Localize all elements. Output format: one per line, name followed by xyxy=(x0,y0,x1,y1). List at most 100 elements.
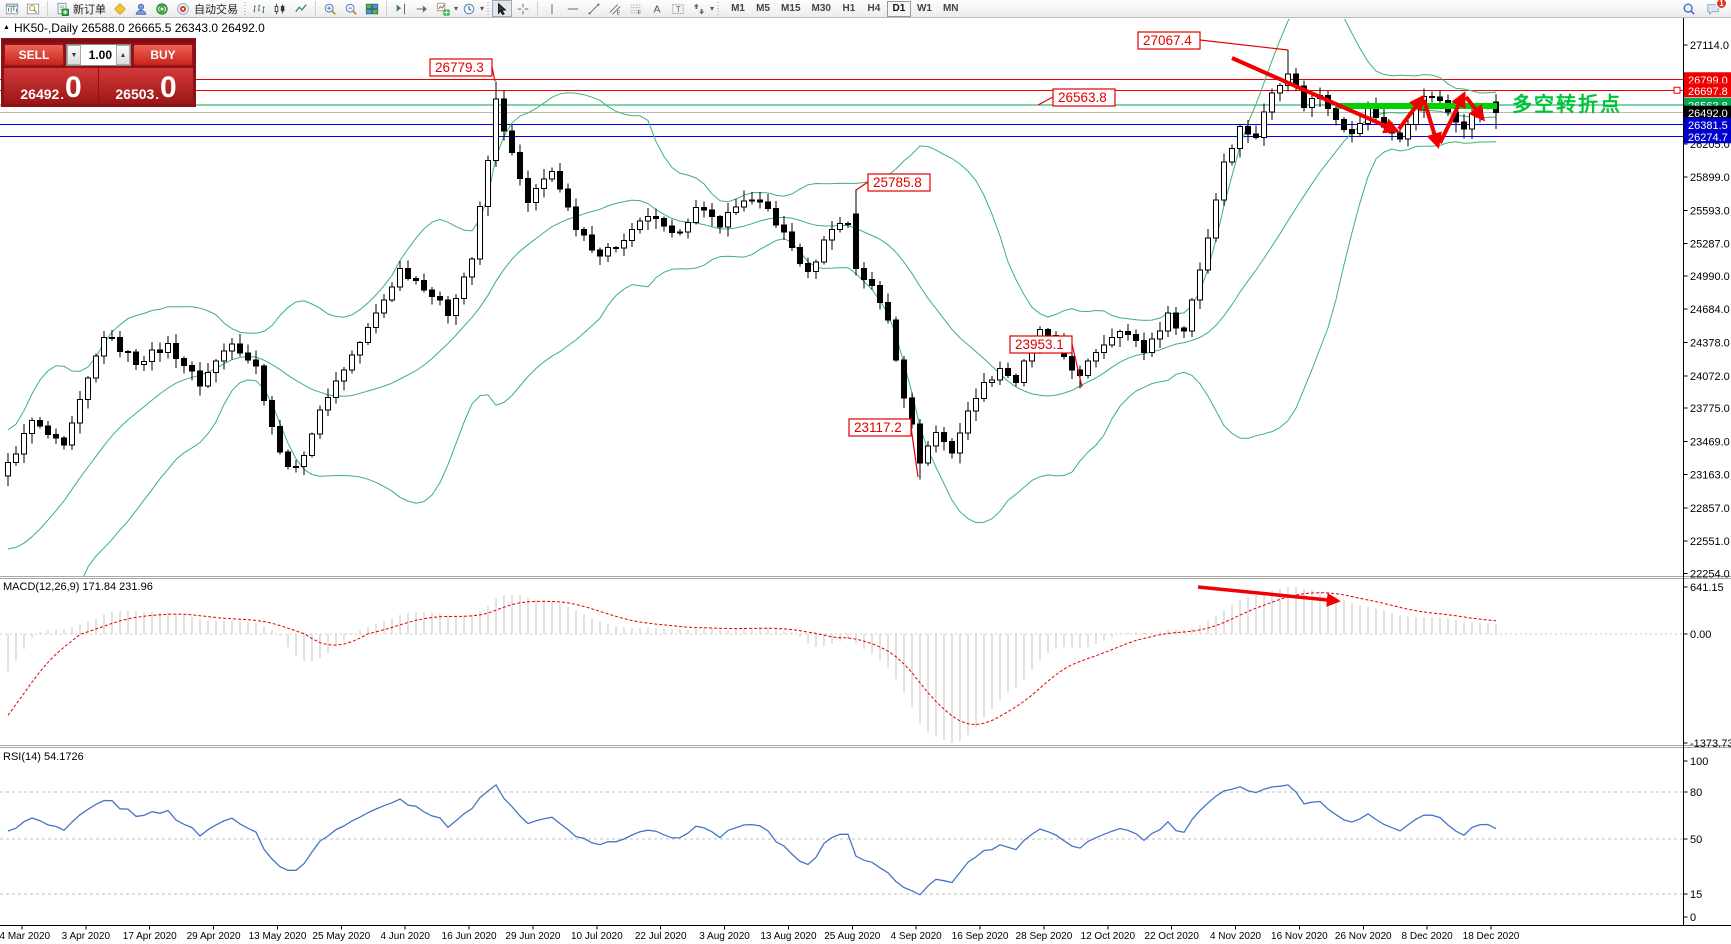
price-tick-label: 24990.0 xyxy=(1690,271,1730,283)
search-icon[interactable] xyxy=(1679,0,1699,17)
trendline-tool-icon[interactable] xyxy=(584,0,604,17)
fibonacci-tool-icon[interactable]: F xyxy=(626,0,646,17)
date-tick-label: 8 Dec 2020 xyxy=(1402,931,1454,942)
price-tick-label: 22551.0 xyxy=(1690,536,1730,548)
sell-button[interactable]: SELL xyxy=(4,44,64,66)
text-tool-icon[interactable]: A xyxy=(647,0,667,17)
callout-connector xyxy=(855,181,869,191)
autotrade-button[interactable]: 自动交易 xyxy=(173,0,241,17)
price-tick-label: 23163.0 xyxy=(1690,470,1730,482)
bar-chart-mode-icon[interactable] xyxy=(249,0,269,17)
ask-main-digits: 26503 xyxy=(115,86,155,102)
dropdown-caret-icon: ▾ xyxy=(480,4,485,13)
callout-text: 26779.3 xyxy=(435,60,484,75)
timeframe-button-m15[interactable]: M15 xyxy=(776,1,805,17)
toolbar: 新订单 自动交易 ▾ ▾ E xyxy=(0,0,1731,18)
profile-window-icon[interactable] xyxy=(23,0,43,17)
bid-price[interactable]: 26492. 0 xyxy=(4,68,98,104)
trade-widget-header[interactable] xyxy=(2,39,195,42)
price-badge-label: 26381.5 xyxy=(1688,120,1728,132)
rsi-tick-label: 80 xyxy=(1690,787,1702,799)
svg-text:E: E xyxy=(617,10,621,16)
timeframe-button-m30[interactable]: M30 xyxy=(807,1,836,17)
chart-window-icon[interactable] xyxy=(2,0,22,17)
date-tick-label: 28 Sep 2020 xyxy=(1016,931,1073,942)
volume-decrease-button[interactable]: ▼ xyxy=(67,45,81,65)
notifications-icon[interactable]: 1 xyxy=(1703,0,1727,17)
volume-value[interactable]: 1.00 xyxy=(88,48,112,62)
period-button[interactable]: ▾ xyxy=(459,0,484,17)
timeframe-button-m1[interactable]: M1 xyxy=(726,1,750,17)
new-order-button[interactable]: 新订单 xyxy=(52,0,109,17)
timeframe-button-w1[interactable]: W1 xyxy=(912,1,937,17)
callout-box xyxy=(867,173,931,192)
bollinger-lower-band xyxy=(83,141,1497,576)
bollinger-upper-band xyxy=(7,19,1497,431)
callout-box xyxy=(848,418,912,437)
candle-chart-mode-icon[interactable] xyxy=(270,0,290,17)
ask-point: . xyxy=(155,87,159,102)
callout-connector xyxy=(1199,39,1289,51)
price-tick-label: 24072.0 xyxy=(1690,371,1730,383)
timeframe-button-h1[interactable]: H1 xyxy=(837,1,861,17)
buy-button[interactable]: BUY xyxy=(133,44,193,66)
price-zigzag-arrow xyxy=(1231,56,1400,134)
tile-windows-icon[interactable] xyxy=(362,0,382,17)
price-zigzag-arrow xyxy=(1397,94,1425,131)
market-depth-icon[interactable] xyxy=(110,0,130,17)
svg-text:T: T xyxy=(676,5,681,14)
price-zigzag-arrow xyxy=(1438,91,1466,144)
auto-scroll-icon[interactable] xyxy=(412,0,432,17)
timeframe-button-h4[interactable]: H4 xyxy=(862,1,886,17)
zoom-in-icon[interactable] xyxy=(320,0,340,17)
crosshair-tool-icon[interactable] xyxy=(513,0,533,17)
date-tick-label: 4 Sep 2020 xyxy=(891,931,943,942)
horizontal-line-tool-icon[interactable] xyxy=(563,0,583,17)
signals-icon[interactable] xyxy=(152,0,172,17)
rsi-line xyxy=(7,783,1497,896)
vertical-line-tool-icon[interactable] xyxy=(542,0,562,17)
ask-price[interactable]: 26503. 0 xyxy=(99,68,193,104)
indicators-button[interactable]: ▾ xyxy=(433,0,458,17)
timeframe-button-mn[interactable]: MN xyxy=(938,1,964,17)
date-tick-label: 24 Mar 2020 xyxy=(0,931,51,942)
arrows-tool-button[interactable]: ▾ xyxy=(689,0,714,17)
chart-shift-icon[interactable] xyxy=(391,0,411,17)
date-tick-label: 4 Jun 2020 xyxy=(380,931,430,942)
toolbar-separator xyxy=(315,1,316,16)
date-tick-label: 13 May 2020 xyxy=(249,931,307,942)
macd-trend-arrow xyxy=(1197,585,1341,607)
macd-tick-label: -1373.73 xyxy=(1690,738,1731,750)
price-tick-label: 25899.0 xyxy=(1690,172,1730,184)
price-tick-label: 25593.0 xyxy=(1690,205,1730,217)
toolbar-grip[interactable] xyxy=(487,1,490,16)
toolbar-grip[interactable] xyxy=(717,1,720,16)
accounts-icon[interactable] xyxy=(131,0,151,17)
price-badge-label: 26274.7 xyxy=(1688,132,1728,144)
text-label-tool-icon[interactable]: T xyxy=(668,0,688,17)
timeframe-button-m5[interactable]: M5 xyxy=(751,1,775,17)
rsi-label: RSI(14) 54.1726 xyxy=(3,751,84,763)
bid-pip-digit: 0 xyxy=(64,71,82,105)
timeframe-button-d1[interactable]: D1 xyxy=(886,0,911,17)
line-chart-mode-icon[interactable] xyxy=(291,0,311,17)
volume-increase-button[interactable]: ▲ xyxy=(116,45,130,65)
macd-histogram xyxy=(7,587,1497,743)
price-tick-label: 24684.0 xyxy=(1690,304,1730,316)
date-tick-label: 25 May 2020 xyxy=(312,931,370,942)
price-badge xyxy=(1684,129,1731,144)
chart-frame xyxy=(0,18,1731,926)
toolbar-grip[interactable] xyxy=(244,1,246,16)
macd-label: MACD(12,26,9) 171.84 231.96 xyxy=(3,581,153,593)
dropdown-caret-icon: ▾ xyxy=(710,4,715,13)
candlestick-series xyxy=(5,50,1499,486)
rsi-tick-label: 50 xyxy=(1690,834,1702,846)
equidistant-channel-tool-icon[interactable]: E xyxy=(605,0,625,17)
price-badge xyxy=(1684,83,1731,98)
zoom-out-icon[interactable] xyxy=(341,0,361,17)
cursor-tool-icon[interactable] xyxy=(492,0,513,17)
date-tick-label: 22 Jul 2020 xyxy=(635,931,687,942)
price-tick-label: 22857.0 xyxy=(1690,503,1730,515)
